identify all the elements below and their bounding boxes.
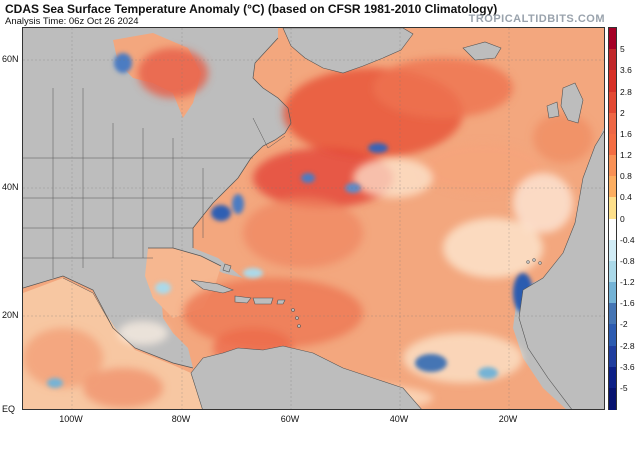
colorbar-segment [609, 28, 616, 50]
british-isles [560, 82, 584, 124]
north-america-coast [23, 37, 292, 369]
lon-label-60w: 60W [280, 414, 300, 424]
lon-label-80w: 80W [171, 414, 191, 424]
colorbar-segment [609, 155, 616, 177]
colorbar-tick-label: -0.4 [620, 234, 635, 245]
canary-islands [526, 258, 542, 265]
lat-label-40n: 40N [2, 182, 19, 192]
lon-label-20w: 20W [498, 414, 518, 424]
colorbar-tick-label: -0.8 [620, 255, 635, 266]
colorbar-segment [609, 197, 616, 220]
colorbar-tick-label: 2.8 [620, 86, 632, 97]
colorbar-segment [609, 387, 616, 410]
analysis-time: Analysis Time: 06z Oct 26 2024 [5, 16, 139, 27]
colorbar [608, 27, 617, 410]
iceland [462, 41, 502, 61]
lon-label-40w: 40W [389, 414, 409, 424]
map-title: CDAS Sea Surface Temperature Anomaly (°C… [5, 2, 498, 16]
colorbar-segment [609, 366, 616, 389]
colorbar-segment [609, 345, 616, 368]
colorbar-tick-label: 1.6 [620, 128, 632, 139]
south-america [190, 345, 422, 409]
warm-anomaly-patches [23, 48, 593, 408]
colorbar-segment [609, 260, 616, 283]
colorbar-tick-label: -2 [620, 319, 628, 330]
caribbean-islands [190, 263, 301, 328]
lat-label-eq: EQ [2, 404, 16, 414]
map-canvas [23, 28, 604, 409]
ocean-anomaly-field [23, 28, 604, 409]
lat-label-60n: 60N [2, 54, 19, 64]
lon-label-100w: 100W [59, 414, 83, 424]
greenland [282, 28, 414, 74]
colorbar-segment [609, 133, 616, 156]
colorbar-tick-label: 1.2 [620, 150, 632, 160]
colorbar-segment [609, 218, 616, 241]
colorbar-segment [609, 239, 616, 262]
colorbar-segment [609, 91, 616, 114]
colorbar-segment [609, 324, 616, 347]
brand-watermark: TROPICALTIDBITS.COM [468, 13, 605, 25]
graticule [23, 28, 604, 409]
colorbar-tick-label: 3.6 [620, 65, 632, 76]
lat-label-20n: 20N [2, 310, 19, 320]
ireland [546, 101, 560, 119]
colorbar-tick-label: 5 [620, 44, 625, 55]
colorbar-segment [609, 70, 616, 93]
political-borders [23, 88, 286, 329]
colorbar-segment [609, 303, 616, 325]
colorbar-tick-label: 0.8 [620, 171, 632, 182]
colorbar-segment [609, 112, 616, 135]
colorbar-tick-label: 0 [620, 213, 625, 224]
colorbar-tick-label: -3.6 [620, 361, 635, 372]
colorbar-segment [609, 282, 616, 304]
colorbar-segment [609, 176, 616, 198]
colorbar-tick-label: -1.2 [620, 277, 635, 287]
sst-anomaly-map [22, 27, 605, 410]
colorbar-tick-label: -5 [620, 382, 628, 393]
colorbar-tick-label: -1.6 [620, 298, 635, 309]
colorbar-tick-label: 2 [620, 107, 625, 118]
europe-africa [518, 130, 604, 409]
colorbar-tick-label: -2.8 [620, 340, 635, 351]
colorbar-tick-label: 0.4 [620, 192, 632, 203]
colorbar-segment [609, 49, 616, 71]
